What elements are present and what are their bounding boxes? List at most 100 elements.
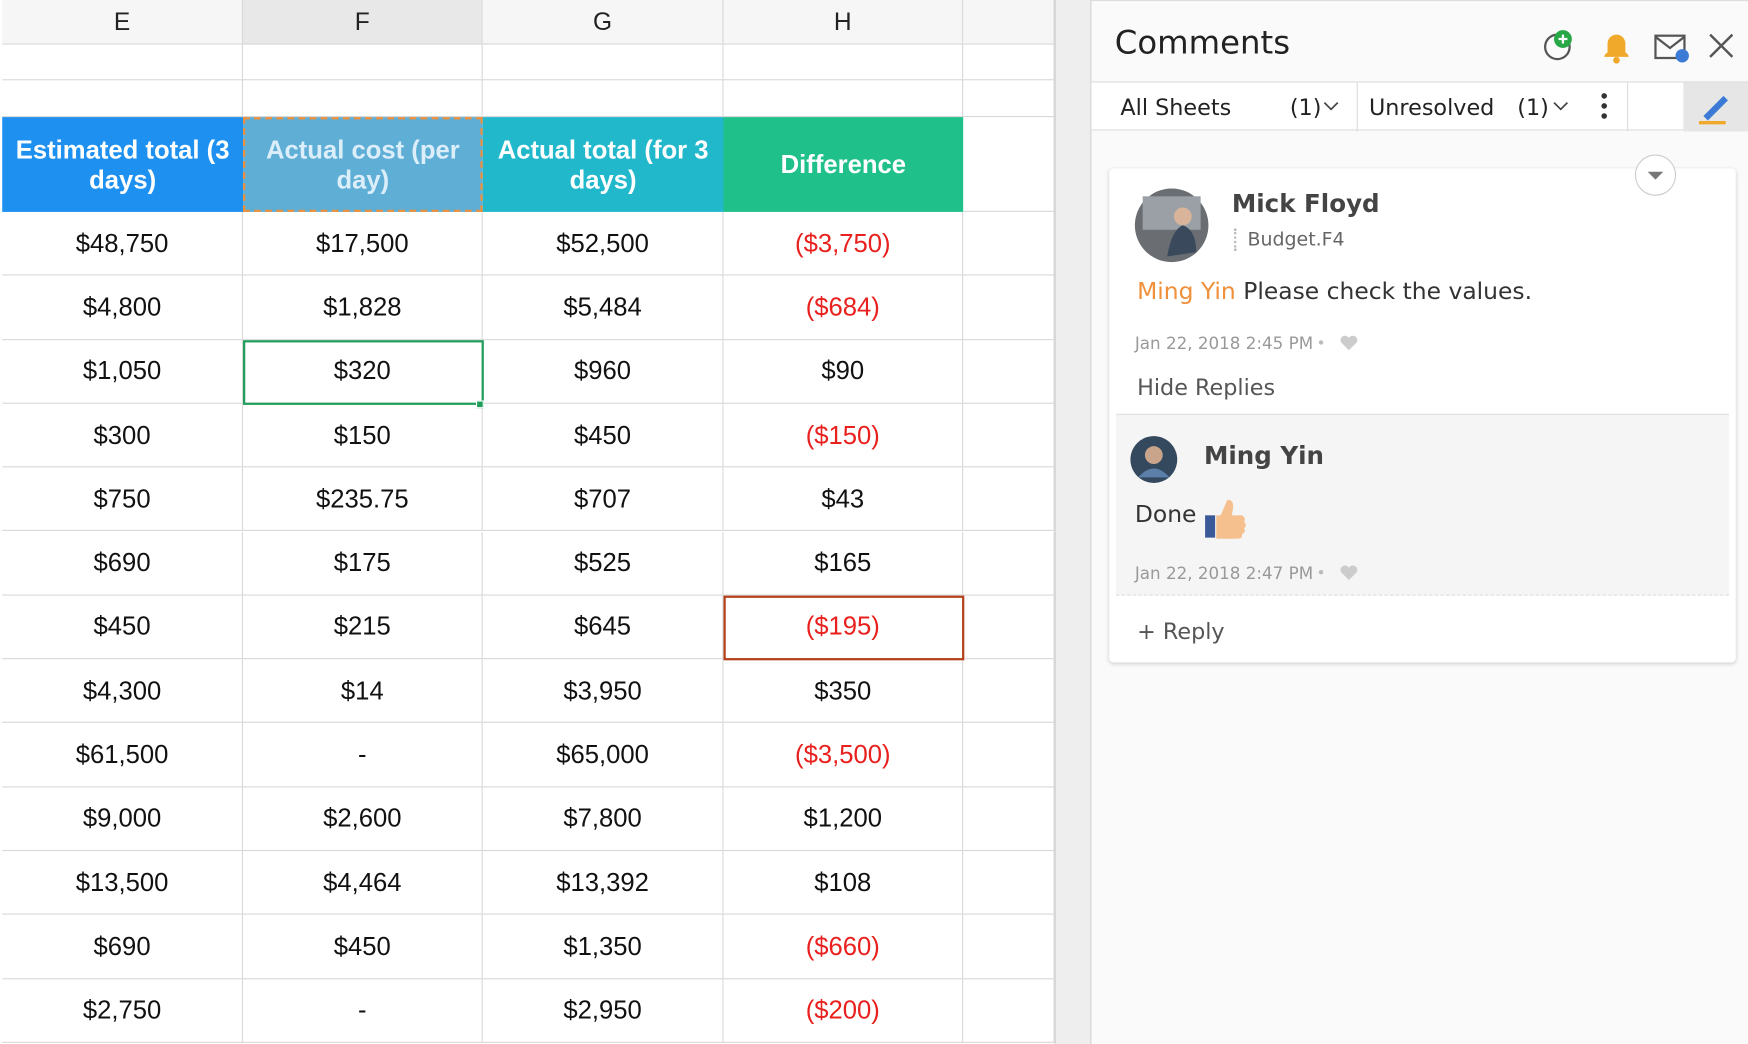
cell[interactable]: $690 xyxy=(2,531,244,596)
table-header[interactable]: Difference xyxy=(723,117,964,212)
column-header[interactable]: G xyxy=(482,0,724,45)
cell[interactable] xyxy=(963,531,1055,596)
cell[interactable] xyxy=(963,211,1055,276)
cell[interactable]: $4,300 xyxy=(2,659,244,724)
cell[interactable]: $450 xyxy=(243,914,483,979)
cell[interactable]: $13,500 xyxy=(2,851,244,915)
cell[interactable]: $960 xyxy=(482,339,724,404)
cell[interactable]: $9,000 xyxy=(2,787,244,852)
cell[interactable] xyxy=(963,723,1055,788)
like-icon[interactable] xyxy=(1317,561,1366,583)
table-header[interactable]: Actual cost (per day) xyxy=(243,117,483,212)
add-comment-icon[interactable] xyxy=(1543,30,1572,61)
cell[interactable]: $90 xyxy=(723,339,964,404)
like-icon[interactable] xyxy=(1317,331,1366,353)
cell[interactable] xyxy=(482,44,724,81)
hide-replies[interactable]: Hide Replies xyxy=(1137,373,1276,401)
cell[interactable]: $350 xyxy=(723,659,964,724)
column-header[interactable]: F xyxy=(243,0,483,45)
cell[interactable]: ($150) xyxy=(723,403,964,468)
cell[interactable]: $2,750 xyxy=(2,978,244,1043)
cell[interactable]: ($3,750) xyxy=(723,211,964,276)
cell[interactable]: $48,750 xyxy=(2,211,244,276)
filter-label[interactable]: Unresolved xyxy=(1368,93,1495,121)
cell[interactable] xyxy=(243,80,483,118)
cell[interactable] xyxy=(963,44,1055,81)
column-header[interactable]: H xyxy=(723,0,964,45)
cell[interactable] xyxy=(963,851,1055,915)
reply-button[interactable]: + Reply xyxy=(1137,617,1225,645)
cell[interactable] xyxy=(482,80,724,118)
notification-icon[interactable] xyxy=(1604,34,1629,64)
cell[interactable]: $61,500 xyxy=(2,723,244,788)
cell[interactable]: $450 xyxy=(482,403,724,468)
cell[interactable] xyxy=(963,275,1055,340)
cell[interactable]: $707 xyxy=(482,467,724,532)
mention[interactable]: Ming Yin xyxy=(1137,277,1236,305)
cell[interactable] xyxy=(2,44,244,81)
cell[interactable]: $13,392 xyxy=(482,851,724,915)
cell[interactable]: $2,950 xyxy=(482,978,724,1043)
cell[interactable] xyxy=(963,339,1055,404)
cell[interactable] xyxy=(963,403,1055,468)
cell[interactable]: $1,350 xyxy=(482,914,724,979)
cell[interactable]: $7,800 xyxy=(482,787,724,852)
dropdown-arrow[interactable] xyxy=(1553,100,1569,111)
cell[interactable]: $4,464 xyxy=(243,851,483,915)
cell[interactable]: $2,600 xyxy=(243,787,483,852)
cell[interactable]: $690 xyxy=(2,914,244,979)
dropdown-arrow[interactable] xyxy=(1323,100,1339,111)
column-header[interactable]: E xyxy=(2,0,244,45)
cell[interactable]: $165 xyxy=(723,531,964,596)
cell[interactable] xyxy=(243,44,483,81)
cell[interactable] xyxy=(963,80,1055,118)
cell[interactable] xyxy=(2,80,244,118)
cell[interactable]: $52,500 xyxy=(482,211,724,276)
cell[interactable]: $235.75 xyxy=(243,467,483,532)
more-menu[interactable] xyxy=(1601,93,1607,119)
cell[interactable]: $215 xyxy=(243,595,483,660)
table-header[interactable]: Estimated total (3 days) xyxy=(2,117,244,212)
cell[interactable]: $525 xyxy=(482,531,724,596)
table-header[interactable]: Actual total (for 3 days) xyxy=(482,117,724,212)
cell[interactable]: $17,500 xyxy=(243,211,483,276)
cell[interactable]: $750 xyxy=(2,467,244,532)
cell[interactable]: $14 xyxy=(243,659,483,724)
cell[interactable]: $65,000 xyxy=(482,723,724,788)
cell[interactable] xyxy=(963,467,1055,532)
card-menu[interactable] xyxy=(1633,153,1678,198)
cell[interactable] xyxy=(723,80,964,118)
cell[interactable]: $1,828 xyxy=(243,275,483,340)
close-icon[interactable] xyxy=(1709,33,1734,58)
cell[interactable]: $5,484 xyxy=(482,275,724,340)
cell[interactable]: ($660) xyxy=(723,914,964,979)
cell[interactable]: $300 xyxy=(2,403,244,468)
cell[interactable] xyxy=(963,595,1055,660)
cell[interactable]: $1,200 xyxy=(723,787,964,852)
cell[interactable]: $645 xyxy=(482,595,724,660)
cell[interactable]: $43 xyxy=(723,467,964,532)
cell[interactable]: ($3,500) xyxy=(723,723,964,788)
cell[interactable] xyxy=(963,914,1055,979)
cell[interactable] xyxy=(963,659,1055,724)
cell[interactable]: ($684) xyxy=(723,275,964,340)
cell[interactable]: ($200) xyxy=(723,978,964,1043)
cell[interactable] xyxy=(963,117,1055,212)
cell[interactable]: $175 xyxy=(243,531,483,596)
cell[interactable]: $108 xyxy=(723,851,964,915)
cell[interactable] xyxy=(963,787,1055,852)
cell[interactable] xyxy=(963,978,1055,1043)
cell[interactable]: $450 xyxy=(2,595,244,660)
email-settings-icon[interactable] xyxy=(1654,34,1689,63)
cell[interactable]: - xyxy=(243,978,483,1043)
cell[interactable]: $4,800 xyxy=(2,275,244,340)
cell[interactable]: $150 xyxy=(243,403,483,468)
cell[interactable]: $1,050 xyxy=(2,339,244,404)
filter-label[interactable]: All Sheets xyxy=(1120,93,1232,121)
cell[interactable]: $3,950 xyxy=(482,659,724,724)
column-header[interactable] xyxy=(963,0,1055,45)
cell[interactable]: - xyxy=(243,723,483,788)
cell[interactable] xyxy=(723,44,964,81)
fill-handle[interactable] xyxy=(476,400,484,409)
cell-reference[interactable]: Budget.F4 xyxy=(1234,228,1345,251)
